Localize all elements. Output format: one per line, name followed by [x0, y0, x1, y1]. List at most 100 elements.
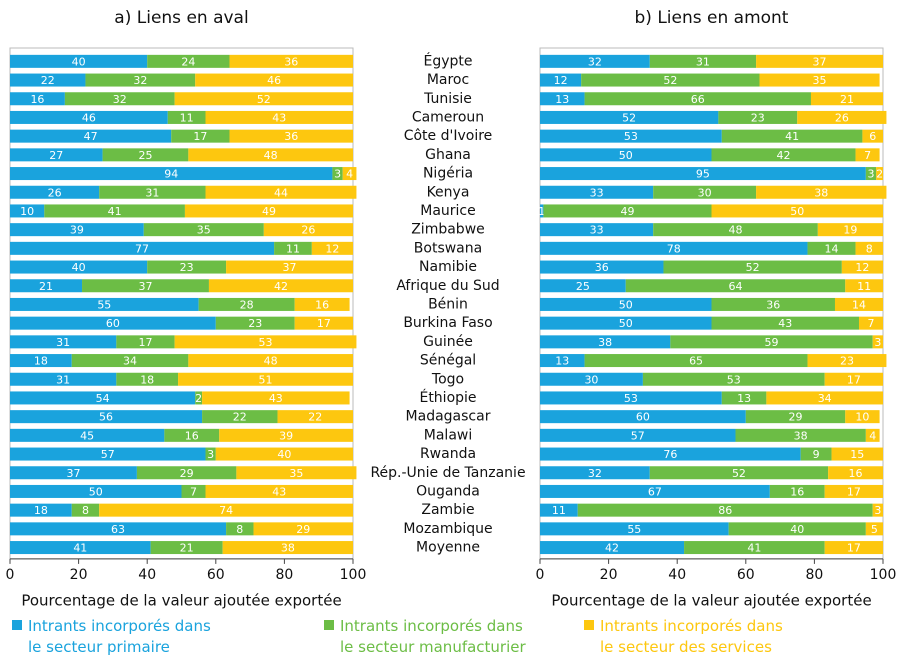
bar-segment	[653, 223, 818, 237]
data-label: 35	[197, 224, 211, 237]
bar-segment	[769, 484, 825, 498]
bar-segment	[116, 372, 179, 386]
bar-segment	[10, 73, 86, 87]
bar-segment	[10, 223, 144, 237]
bar-segment	[294, 316, 353, 330]
data-label: 52	[663, 74, 677, 87]
data-label: 34	[818, 392, 832, 405]
data-label: 77	[135, 242, 149, 255]
data-label: 41	[747, 542, 761, 555]
data-label: 46	[267, 74, 281, 87]
bar-segment	[824, 541, 883, 555]
bar-segment	[10, 185, 100, 199]
category-label: Maroc	[427, 72, 469, 88]
data-label: 50	[619, 317, 633, 330]
category-label: Madagascar	[406, 409, 491, 425]
data-label: 35	[289, 467, 303, 480]
data-label: 36	[766, 298, 780, 311]
data-label: 52	[257, 93, 271, 106]
data-label: 26	[301, 224, 315, 237]
data-label: 53	[259, 336, 273, 349]
bar-segment	[174, 92, 353, 106]
bar-segment	[584, 354, 808, 368]
bar-segment	[167, 110, 206, 124]
bar-segment	[99, 185, 206, 199]
bar-segment	[181, 484, 206, 498]
category-label: Rwanda	[420, 446, 476, 462]
data-label: 25	[576, 280, 590, 293]
bar-segment	[841, 260, 883, 274]
bar-segment	[834, 297, 883, 311]
bar-segment	[649, 466, 829, 480]
bar-segment	[540, 466, 650, 480]
category-label: Namibie	[419, 259, 477, 275]
bar-segment	[540, 428, 736, 442]
data-label: 67	[648, 485, 662, 498]
category-label: Moyenne	[416, 540, 480, 556]
bar-segment	[71, 503, 100, 517]
bar-segment	[10, 129, 172, 143]
bar-segment	[540, 410, 746, 424]
data-label: 60	[636, 411, 650, 424]
data-label: 27	[49, 149, 63, 162]
data-label: 52	[732, 467, 746, 480]
bar-segment	[44, 204, 185, 218]
x-tick-label: 80	[275, 567, 293, 583]
bar-segment	[876, 167, 883, 181]
data-label: 11	[180, 111, 194, 124]
bar-segment	[294, 297, 350, 311]
bar-segment	[540, 354, 585, 368]
data-label: 6	[869, 130, 876, 143]
category-label: Ghana	[425, 147, 471, 163]
bar-segment	[865, 522, 883, 536]
bar-segment	[10, 410, 203, 424]
category-label: Guinée	[423, 334, 473, 350]
data-label: 48	[264, 355, 278, 368]
bar-segment	[817, 223, 883, 237]
data-label: 63	[111, 523, 125, 536]
category-label: Tunisie	[423, 91, 472, 107]
bar-segment	[828, 466, 883, 480]
data-label: 65	[689, 355, 703, 368]
bar-segment	[872, 503, 883, 517]
data-label: 46	[82, 111, 96, 124]
bar-segment	[581, 73, 760, 87]
x-tick-label: 0	[6, 567, 15, 583]
bar-segment	[735, 428, 866, 442]
category-label: Malawi	[424, 427, 472, 443]
data-label: 31	[56, 336, 70, 349]
data-label: 26	[48, 186, 62, 199]
data-label: 12	[855, 261, 869, 274]
data-label: 42	[605, 542, 619, 555]
x-axis-label: Pourcentage de la valeur ajoutée exporté…	[551, 591, 871, 609]
data-label: 33	[590, 224, 604, 237]
data-label: 7	[864, 149, 871, 162]
bar-segment	[721, 391, 767, 405]
data-label: 25	[138, 149, 152, 162]
category-label: Nigéria	[423, 166, 473, 182]
bar-segment	[540, 522, 729, 536]
bar-segment	[855, 148, 880, 162]
data-label: 74	[219, 504, 233, 517]
data-label: 49	[620, 205, 634, 218]
legend-line: le secteur des services	[600, 638, 772, 656]
x-tick-label: 20	[600, 567, 618, 583]
data-label: 8	[236, 523, 243, 536]
data-label: 48	[729, 224, 743, 237]
data-label: 37	[138, 280, 152, 293]
bar-segment	[222, 541, 353, 555]
category-label: Mozambique	[403, 521, 492, 537]
legend-label: Intrants incorporés dans le secteur manuf…	[340, 617, 526, 656]
bar-segment	[195, 73, 353, 87]
bar-segment	[10, 484, 182, 498]
data-label: 16	[185, 429, 199, 442]
data-label: 21	[840, 93, 854, 106]
bar-segment	[205, 110, 353, 124]
data-label: 13	[555, 355, 569, 368]
bar-segment	[174, 335, 357, 349]
data-label: 44	[274, 186, 288, 199]
category-label: Sénégal	[420, 353, 476, 369]
bar-segment	[540, 129, 722, 143]
bar-segment	[99, 503, 354, 517]
category-label: Égypte	[423, 52, 472, 69]
